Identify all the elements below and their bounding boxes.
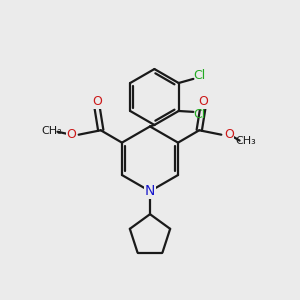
Text: O: O	[198, 95, 208, 108]
Text: O: O	[224, 128, 234, 141]
Text: CH₃: CH₃	[236, 136, 256, 146]
Text: CH₃: CH₃	[42, 126, 62, 136]
Text: Cl: Cl	[193, 69, 206, 82]
Text: Cl: Cl	[193, 108, 206, 121]
Text: N: N	[145, 184, 155, 198]
Text: O: O	[66, 128, 76, 141]
Text: O: O	[92, 95, 102, 108]
